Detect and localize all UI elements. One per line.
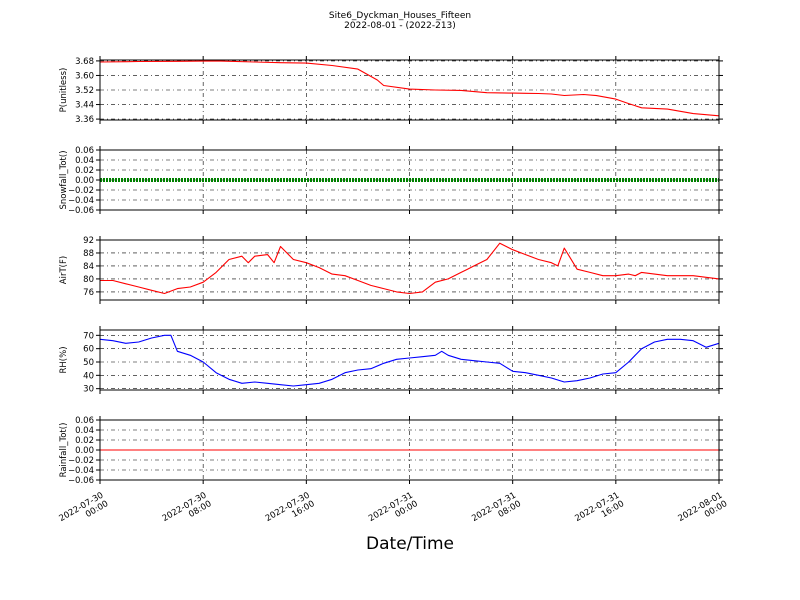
x-tick-label: 2022-08-0100:00 xyxy=(677,491,730,533)
x-tick-label: 2022-07-3100:00 xyxy=(367,491,420,533)
x-axis-label: Date/Time xyxy=(366,534,454,554)
chart-subtitle: 2022-08-01 - (2022-213) xyxy=(344,21,456,31)
series-line-4-1 xyxy=(99,334,720,387)
x-tick-label: 2022-07-3000:00 xyxy=(58,491,111,533)
panel-4: 70 60 50 40 30 RH(%) xyxy=(59,326,723,395)
y-tick-label: 30 xyxy=(83,385,94,395)
y-tick-label: 0.02 xyxy=(75,166,94,176)
panel-3: 92 88 84 80 76 AirT(F) xyxy=(59,236,723,304)
y-tick-label: 84 xyxy=(83,262,94,272)
y-tick-label: 3.36 xyxy=(75,115,94,125)
y-tick-label: −0.02 xyxy=(68,186,94,196)
y-tick-label: 40 xyxy=(83,371,94,381)
y-tick-label: −0.04 xyxy=(68,196,94,206)
x-tick-label: 2022-07-3016:00 xyxy=(264,491,317,533)
y-axis-label: Rainfall_Tot() xyxy=(59,423,69,478)
y-tick-label: 0.06 xyxy=(75,146,94,156)
y-tick-label: 60 xyxy=(83,345,94,355)
y-tick-label: 50 xyxy=(83,358,94,368)
y-tick-label: 3.68 xyxy=(75,57,94,67)
y-tick-label: 76 xyxy=(83,288,94,298)
y-axis-label: AirT(F) xyxy=(59,256,69,284)
y-tick-label: 88 xyxy=(83,249,94,259)
y-axis-label: RH(%) xyxy=(59,346,69,373)
y-tick-label: 0.04 xyxy=(75,156,94,166)
y-tick-label: −0.06 xyxy=(68,206,94,216)
series-line-3-1 xyxy=(100,242,720,295)
y-tick-label: 3.60 xyxy=(75,71,94,81)
y-tick-label: 0.00 xyxy=(75,446,94,456)
y-axis-label: P(unitless) xyxy=(59,68,69,113)
y-tick-label: −0.06 xyxy=(68,476,94,486)
chart-title: Site6_Dyckman_Houses_Fifteen xyxy=(328,11,472,21)
x-tick-label: 2022-07-3116:00 xyxy=(573,491,626,533)
panel-2: 0.060.040.020.00−0.02−0.04−0.06Snowfall_… xyxy=(59,146,723,216)
y-tick-label: −0.04 xyxy=(68,466,94,476)
y-axis-label: Snowfall_Tot() xyxy=(59,150,69,209)
y-tick-label: −0.02 xyxy=(68,456,94,466)
y-tick-label: 92 xyxy=(83,236,94,246)
panel-5: 0.060.040.020.00−0.02−0.04−0.06Rainfall_… xyxy=(59,416,723,486)
series-line-1-1 xyxy=(99,60,720,117)
x-tick-label: 2022-07-3108:00 xyxy=(470,491,523,533)
panel-1: 3.68 3.60 3.52 3.44 3.36 P(unitless) xyxy=(59,56,723,125)
y-tick-label: 3.44 xyxy=(75,101,94,111)
x-tick-label: 2022-07-3008:00 xyxy=(161,491,214,533)
y-tick-label: 0.06 xyxy=(75,416,94,426)
y-tick-label: 0.00 xyxy=(75,176,94,186)
y-tick-label: 3.52 xyxy=(75,86,94,96)
y-tick-label: 70 xyxy=(83,331,94,341)
y-tick-label: 80 xyxy=(83,275,94,285)
y-tick-label: 0.02 xyxy=(75,436,94,446)
y-tick-label: 0.04 xyxy=(75,426,94,436)
